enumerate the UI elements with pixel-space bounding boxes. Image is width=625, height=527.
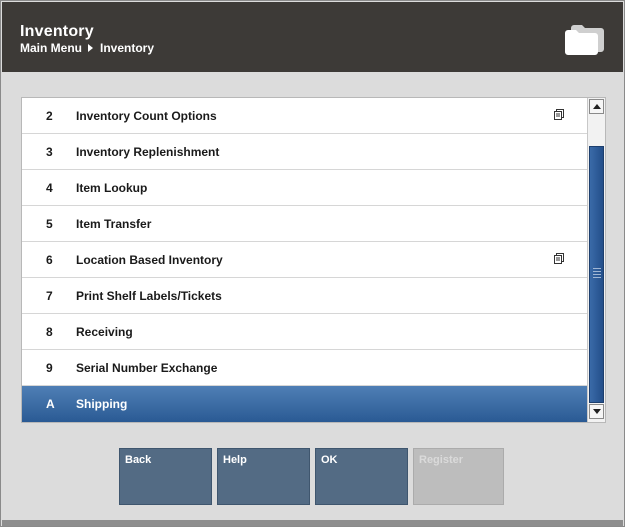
menu-item-key: 3: [46, 145, 53, 159]
breadcrumb-separator-icon: [88, 44, 93, 52]
menu-item-label: Location Based Inventory: [76, 253, 223, 267]
menu-item-label: Item Lookup: [76, 181, 148, 195]
breadcrumb-main-menu[interactable]: Main Menu: [20, 41, 82, 55]
menu-item-key: 5: [46, 217, 53, 231]
menu-item-label: Print Shelf Labels/Tickets: [76, 289, 222, 303]
menu-item-key: 2: [46, 109, 53, 123]
help-button[interactable]: Help: [217, 448, 310, 505]
button-bar: Back Help OK Register: [1, 448, 625, 506]
menu-item-serial-number-exchange[interactable]: 9 Serial Number Exchange: [22, 350, 587, 386]
menu-item-key: 9: [46, 361, 53, 375]
vertical-scrollbar[interactable]: [587, 98, 605, 422]
grip-icon: [593, 268, 601, 278]
menu-item-key: 6: [46, 253, 53, 267]
bottom-divider: [2, 520, 623, 526]
arrow-up-icon: [593, 104, 601, 109]
page-title: Inventory: [20, 23, 94, 40]
scroll-up-button[interactable]: [589, 99, 604, 114]
ok-button-label: OK: [321, 454, 338, 466]
menu-item-label: Serial Number Exchange: [76, 361, 218, 375]
menu-item-label: Shipping: [76, 397, 128, 411]
header-bar: Inventory Main Menu Inventory: [2, 2, 623, 72]
menu-item-label: Inventory Replenishment: [76, 145, 220, 159]
back-button-label: Back: [125, 454, 152, 466]
menu-item-item-transfer[interactable]: 5 Item Transfer: [22, 206, 587, 242]
menu-item-label: Inventory Count Options: [76, 109, 217, 123]
menu-item-label: Item Transfer: [76, 217, 152, 231]
menu-item-key: 8: [46, 325, 53, 339]
breadcrumb-inventory: Inventory: [100, 41, 155, 55]
back-button[interactable]: Back: [119, 448, 212, 505]
menu-item-item-lookup[interactable]: 4 Item Lookup: [22, 170, 587, 206]
register-button: Register: [413, 448, 504, 505]
menu-item-receiving[interactable]: 8 Receiving: [22, 314, 587, 350]
submenu-document-icon: [554, 109, 564, 120]
arrow-down-icon: [593, 409, 601, 414]
breadcrumb: Main Menu Inventory: [20, 41, 154, 55]
submenu-document-icon: [554, 253, 564, 264]
menu-item-print-shelf-labels-tickets[interactable]: 7 Print Shelf Labels/Tickets: [22, 278, 587, 314]
menu-item-key: 4: [46, 181, 53, 195]
menu-item-shipping[interactable]: A Shipping: [22, 386, 587, 422]
ok-button[interactable]: OK: [315, 448, 408, 505]
menu-item-label: Receiving: [76, 325, 133, 339]
scroll-down-button[interactable]: [589, 404, 604, 419]
scroll-thumb[interactable]: [589, 146, 604, 403]
help-button-label: Help: [223, 454, 247, 466]
menu-item-inventory-count-options[interactable]: 2 Inventory Count Options: [22, 98, 587, 134]
menu-item-key: A: [46, 397, 55, 411]
menu-item-location-based-inventory[interactable]: 6 Location Based Inventory: [22, 242, 587, 278]
menu-item-inventory-replenishment[interactable]: 3 Inventory Replenishment: [22, 134, 587, 170]
folder-icon: [565, 25, 604, 55]
menu-item-key: 7: [46, 289, 53, 303]
register-button-label: Register: [419, 454, 464, 466]
menu-list: 2 Inventory Count Options 3 Inventory Reple…: [22, 98, 587, 422]
menu-list-panel: 2 Inventory Count Options 3 Inventory Reple…: [21, 97, 606, 423]
